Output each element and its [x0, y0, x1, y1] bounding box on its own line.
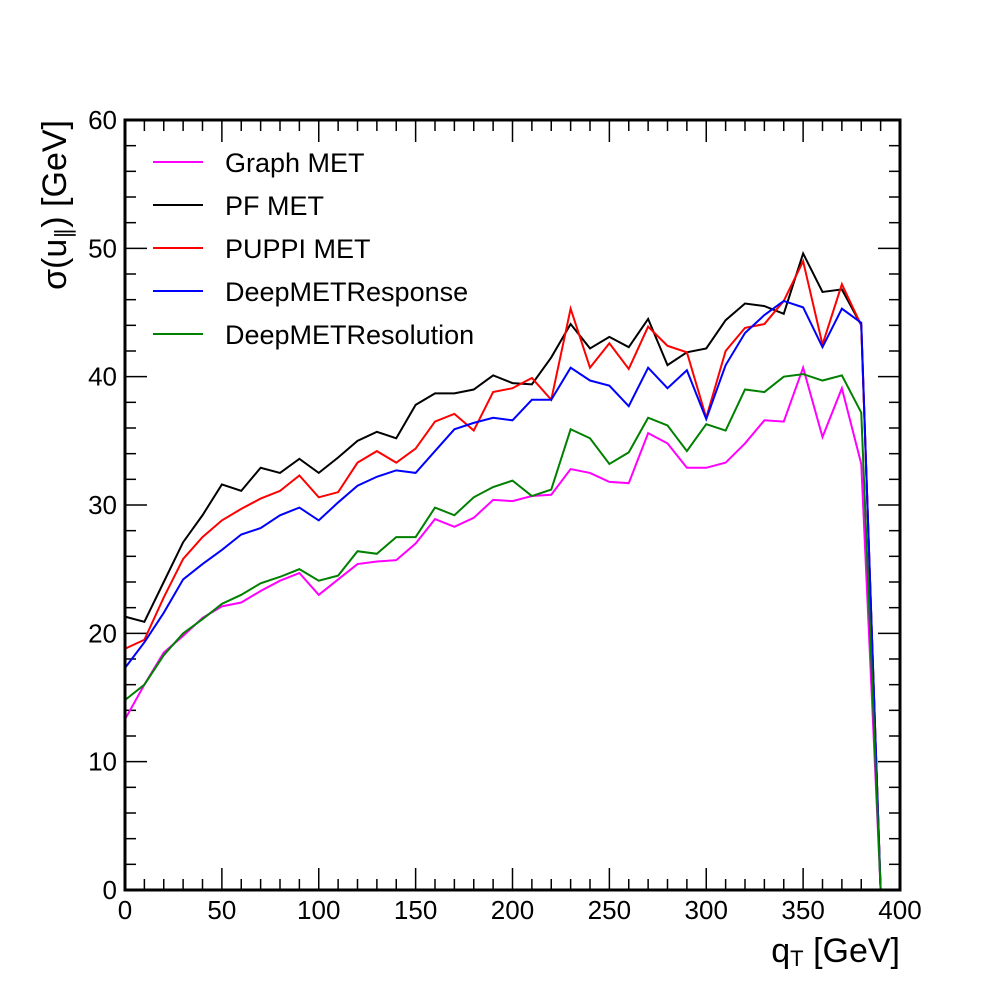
- series-line-pf-met: [124, 250, 882, 891]
- y-axis-title: σ(u∥) [GeV]: [36, 120, 76, 290]
- series-line-deepmetresponse: [124, 299, 882, 891]
- y-tick-label: 30: [88, 490, 117, 520]
- x-tick-label: 50: [207, 895, 236, 925]
- series-line-graph-met: [124, 364, 882, 891]
- y-tick-label: 0: [103, 875, 117, 905]
- series-line-deepmetresolution: [124, 373, 882, 891]
- x-tick-label: 400: [878, 895, 921, 925]
- series-lines: [124, 250, 882, 891]
- y-tick-label: 10: [88, 747, 117, 777]
- x-tick-label: 300: [685, 895, 728, 925]
- x-tick-label: 150: [394, 895, 437, 925]
- series-line-puppi-met: [124, 258, 882, 891]
- x-tick-label: 200: [491, 895, 534, 925]
- legend-label-deepmetresolution: DeepMETResolution: [225, 320, 474, 350]
- legend-label-puppi-met: PUPPI MET: [225, 234, 371, 264]
- x-tick-label: 100: [297, 895, 340, 925]
- legend: Graph MET PF MET PUPPI MET DeepMETResponse D…: [153, 148, 474, 350]
- tick-labels: 0 50 100 150 200 250 300 350 400 0 10 20 30 40 50 60: [88, 105, 922, 925]
- y-tick-label: 50: [88, 233, 117, 263]
- y-tick-label: 20: [88, 618, 117, 648]
- legend-label-pf-met: PF MET: [225, 191, 324, 221]
- plot-frame: [123, 118, 902, 892]
- legend-label-graph-met: Graph MET: [225, 148, 365, 178]
- x-tick-label: 0: [118, 895, 132, 925]
- x-tick-label: 250: [588, 895, 631, 925]
- y-tick-label: 60: [88, 105, 117, 135]
- x-axis-title: qT [GeV]: [771, 932, 900, 971]
- legend-label-deepmetresponse: DeepMETResponse: [225, 277, 468, 307]
- x-tick-label: 350: [781, 895, 824, 925]
- y-tick-label: 40: [88, 362, 117, 392]
